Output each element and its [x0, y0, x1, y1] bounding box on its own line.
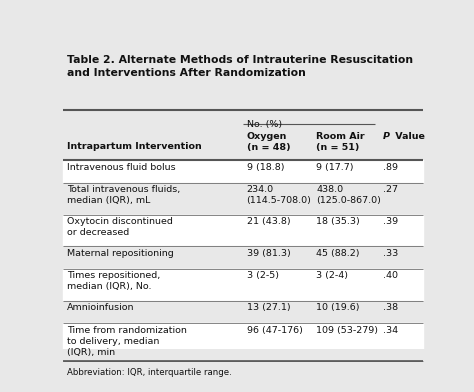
Text: Oxytocin discontinued
or decreased: Oxytocin discontinued or decreased [66, 217, 173, 237]
Text: 3 (2-4): 3 (2-4) [316, 271, 348, 280]
Text: 96 (47-176): 96 (47-176) [246, 326, 302, 335]
Text: 438.0
(125.0-867.0): 438.0 (125.0-867.0) [316, 185, 381, 205]
Text: .33: .33 [383, 249, 398, 258]
Text: 9 (18.8): 9 (18.8) [246, 163, 284, 172]
Bar [63, 323, 423, 361]
Text: Amnioinfusion: Amnioinfusion [66, 303, 134, 312]
Text: 10 (19.6): 10 (19.6) [316, 303, 360, 312]
Text: .89: .89 [383, 163, 398, 172]
Text: Value: Value [392, 132, 425, 141]
Text: P: P [383, 132, 390, 141]
Text: .34: .34 [383, 326, 398, 335]
Text: Intrapartum Intervention: Intrapartum Intervention [66, 142, 201, 151]
Text: Maternal repositioning: Maternal repositioning [66, 249, 173, 258]
Text: 13 (27.1): 13 (27.1) [246, 303, 290, 312]
Text: Oxygen
(n = 48): Oxygen (n = 48) [246, 132, 290, 152]
Text: 3 (2-5): 3 (2-5) [246, 271, 279, 280]
Text: No. (%): No. (%) [246, 120, 282, 129]
Bar [63, 214, 423, 246]
Text: Abbreviation: IQR, interquartile range.: Abbreviation: IQR, interquartile range. [66, 368, 231, 377]
Text: 45 (88.2): 45 (88.2) [316, 249, 360, 258]
Text: 39 (81.3): 39 (81.3) [246, 249, 291, 258]
Text: .40: .40 [383, 271, 398, 280]
Text: 9 (17.7): 9 (17.7) [316, 163, 354, 172]
Bar [63, 269, 423, 301]
Bar [63, 246, 423, 269]
Text: 18 (35.3): 18 (35.3) [316, 217, 360, 226]
Text: .39: .39 [383, 217, 398, 226]
Text: .38: .38 [383, 303, 398, 312]
Bar [63, 183, 423, 214]
Text: 234.0
(114.5-708.0): 234.0 (114.5-708.0) [246, 185, 311, 205]
Text: 109 (53-279): 109 (53-279) [316, 326, 378, 335]
Bar [63, 160, 423, 183]
Text: Intravenous fluid bolus: Intravenous fluid bolus [66, 163, 175, 172]
Bar [63, 301, 423, 323]
Text: Total intravenous fluids,
median (IQR), mL: Total intravenous fluids, median (IQR), … [66, 185, 180, 205]
Text: .27: .27 [383, 185, 398, 194]
Text: Time from randomization
to delivery, median
(IQR), min: Time from randomization to delivery, med… [66, 326, 186, 357]
Text: Table 2. Alternate Methods of Intrauterine Resuscitation
and Interventions After: Table 2. Alternate Methods of Intrauteri… [66, 54, 413, 78]
Text: Times repositioned,
median (IQR), No.: Times repositioned, median (IQR), No. [66, 271, 160, 291]
Text: Room Air
(n = 51): Room Air (n = 51) [316, 132, 365, 152]
Text: 21 (43.8): 21 (43.8) [246, 217, 290, 226]
